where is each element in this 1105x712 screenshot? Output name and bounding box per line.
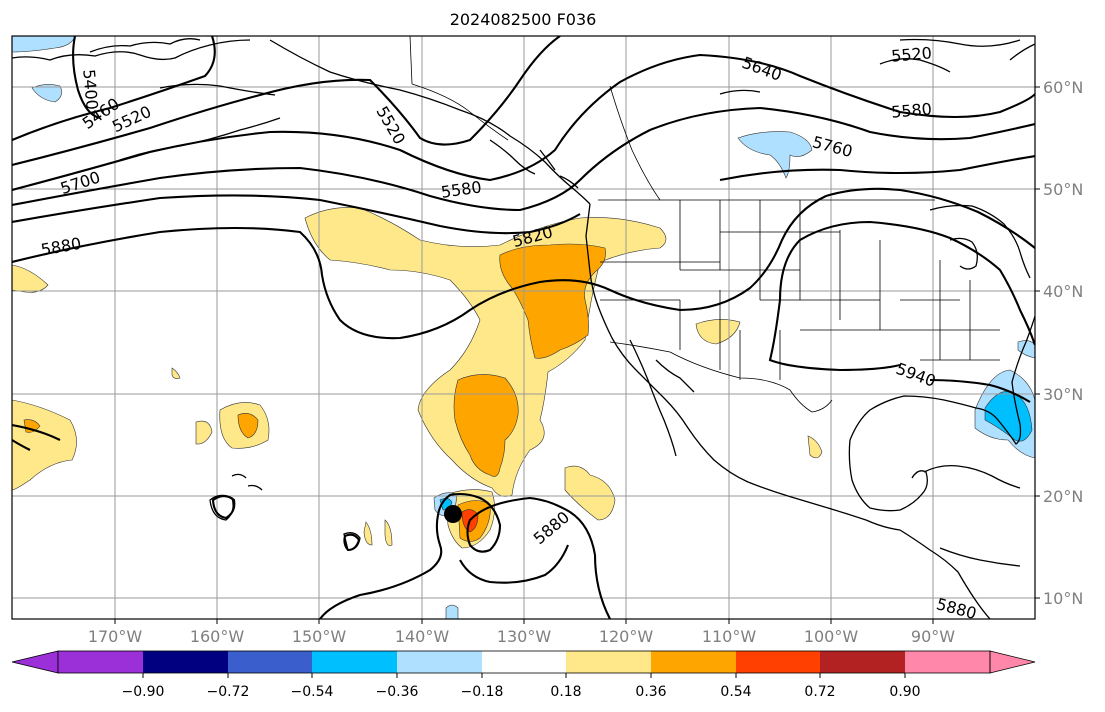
lon-label-90w: 90°W	[911, 627, 955, 646]
colorbar-segment	[651, 651, 736, 673]
positive-shading-band-17	[363, 521, 373, 546]
lon-label-170w: 170°W	[88, 627, 143, 646]
positive-shading-band-16	[384, 519, 393, 546]
colorbar-segment	[397, 651, 482, 673]
colorbar-segment	[905, 651, 990, 673]
positive-shading-band-11	[12, 264, 49, 293]
contour-label: 5400	[79, 68, 101, 110]
colorbar-extend-left	[11, 650, 59, 674]
positive-shading-band-8	[237, 413, 259, 439]
negative-shading-band-6	[737, 131, 813, 179]
positive-shading-band-18	[171, 367, 181, 379]
contour-label: 5580	[890, 99, 932, 121]
colorbar-segment	[736, 651, 820, 673]
colorbar-tick-label: 0.36	[635, 684, 666, 700]
colorbar: −0.90 −0.72 −0.54 −0.36 −0.18 0.18 0.36 …	[11, 650, 1036, 700]
political-borders	[409, 36, 1000, 413]
negative-shading-band-7	[31, 84, 62, 103]
colorbar-tick-label: 0.54	[720, 684, 751, 700]
colorbar-extend-right	[989, 650, 1036, 674]
lat-label-40n: 40°N	[1043, 282, 1083, 301]
lon-label-130w: 130°W	[497, 627, 552, 646]
colorbar-segment	[228, 651, 312, 673]
negative-shading-band-8	[12, 36, 76, 53]
lat-label-60n: 60°N	[1043, 78, 1083, 97]
colorbar-tick-label: 0.18	[550, 684, 581, 700]
positive-shading-band-15	[807, 435, 823, 459]
contour-label: 5520	[890, 43, 932, 65]
colorbar-segment	[566, 651, 651, 673]
colorbar-segment	[143, 651, 228, 673]
lat-label-20n: 20°N	[1043, 487, 1083, 506]
shaded-field	[12, 36, 1035, 619]
negative-shading-band-9	[445, 604, 459, 619]
colorbar-segment	[482, 651, 566, 673]
lon-label-160w: 160°W	[190, 627, 245, 646]
lat-label-30n: 30°N	[1043, 385, 1083, 404]
colorbar-tick-label: −0.36	[376, 684, 419, 700]
lat-label-10n: 10°N	[1043, 589, 1083, 608]
positive-shading-band-12	[195, 420, 213, 445]
positive-shading-band-3	[453, 374, 519, 477]
hawaii-islands	[211, 494, 361, 552]
geopotential-contours	[12, 36, 1035, 619]
colorbar-tick-label: 0.72	[804, 684, 835, 700]
colorbar-tick-label: −0.54	[291, 684, 334, 700]
lon-label-100w: 100°W	[804, 627, 859, 646]
lon-label-120w: 120°W	[599, 627, 654, 646]
positive-shading-band-2	[499, 243, 606, 359]
lat-label-50n: 50°N	[1043, 180, 1083, 199]
colorbar-segment	[820, 651, 905, 673]
lon-label-140w: 140°W	[395, 627, 450, 646]
lon-label-110w: 110°W	[702, 627, 757, 646]
colorbar-segment	[58, 651, 143, 673]
lon-label-150w: 150°W	[292, 627, 347, 646]
colorbar-segment	[312, 651, 397, 673]
colorbar-tick-label: −0.72	[207, 684, 250, 700]
latitude-labels: 60°N 50°N 40°N 30°N 20°N 10°N	[1035, 78, 1083, 608]
map-title: 2024082500 F036	[450, 10, 597, 29]
colorbar-tick-label: −0.90	[122, 684, 165, 700]
storm-center-marker	[444, 505, 462, 523]
positive-shading-band-13	[564, 465, 616, 521]
coastlines	[12, 38, 1035, 619]
colorbar-ticks	[142, 673, 906, 678]
longitude-labels: 170°W 160°W 150°W 140°W 130°W 120°W 110°…	[88, 619, 955, 646]
colorbar-tick-label: −0.18	[461, 684, 504, 700]
map-area: 5400 5460 5520 5700 5880 5520 5580 5820 …	[12, 36, 1035, 619]
colorbar-tick-label: 0.90	[889, 684, 920, 700]
